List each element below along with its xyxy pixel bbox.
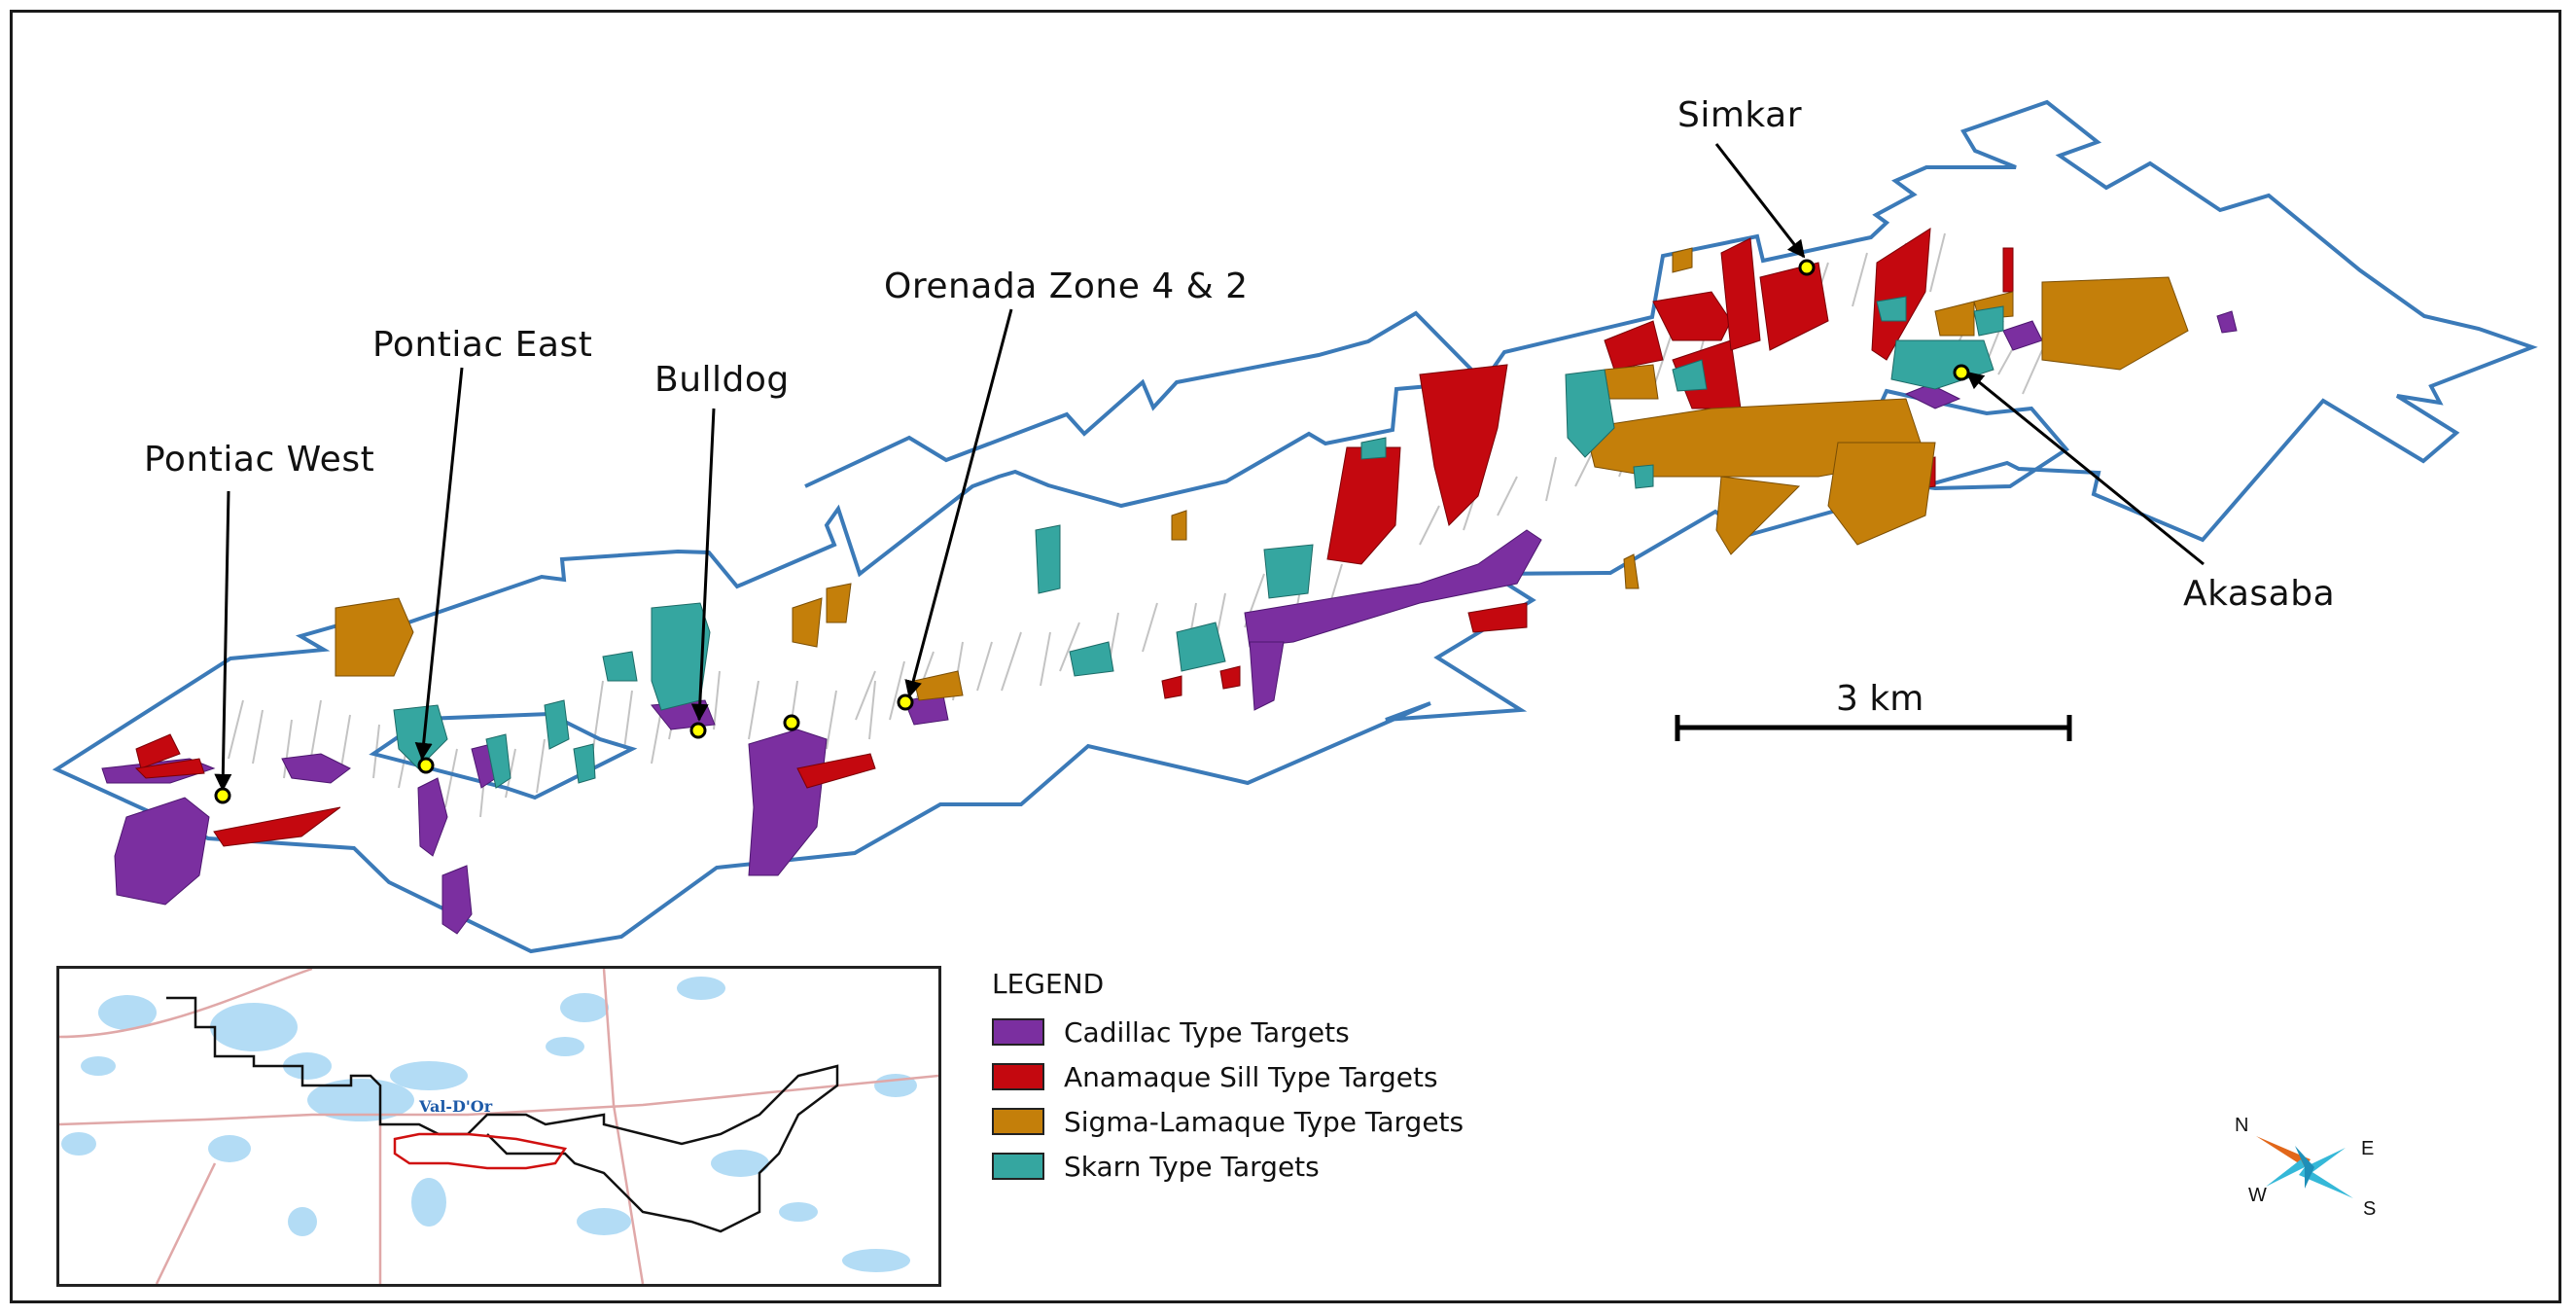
marker-akasaba xyxy=(1953,364,1970,381)
compass-icon: N E W S xyxy=(2227,1109,2382,1226)
callout-leaders xyxy=(214,143,2205,792)
legend-item-sigma: Sigma-Lamaque Type Targets xyxy=(992,1099,1464,1144)
marker-orenada xyxy=(897,694,914,711)
legend-item-skarn: Skarn Type Targets xyxy=(992,1144,1464,1189)
property-outline-inner-1 xyxy=(369,711,638,800)
label-simkar: Simkar xyxy=(1677,95,1802,135)
leader-pontiac-east xyxy=(414,367,464,761)
leader-pontiac-west xyxy=(214,490,232,792)
legend-label-anamaque: Anamaque Sill Type Targets xyxy=(1064,1060,1438,1093)
property-outline xyxy=(52,99,2538,954)
inset-claims-black xyxy=(166,996,839,1233)
legend-label-cadillac: Cadillac Type Targets xyxy=(1064,1015,1350,1049)
skarn-targets xyxy=(393,296,2004,789)
marker-pontiac-west xyxy=(214,787,231,804)
scale-bar xyxy=(1675,715,2072,741)
label-pontiac-west: Pontiac West xyxy=(144,440,375,480)
marker-bulldog xyxy=(689,722,707,739)
leader-akasaba xyxy=(1965,371,2205,566)
legend: LEGEND Cadillac Type Targets Anamaque Si… xyxy=(992,968,1464,1189)
property-outline-north xyxy=(804,310,1486,488)
legend-item-anamaque: Anamaque Sill Type Targets xyxy=(992,1054,1464,1099)
compass-e: E xyxy=(2361,1138,2375,1159)
inset-lakes xyxy=(61,977,917,1272)
leader-simkar xyxy=(1714,143,1806,259)
marker-extra xyxy=(783,714,800,731)
inset-map-graphic xyxy=(59,969,938,1284)
inset-map: Val-D'Or xyxy=(56,966,941,1287)
cadillac-targets xyxy=(101,310,2238,935)
label-bulldog: Bulldog xyxy=(654,360,790,400)
compass-w: W xyxy=(2248,1185,2267,1206)
compass-rose xyxy=(2256,1136,2353,1198)
sigma-targets xyxy=(335,247,2189,701)
map-frame xyxy=(10,10,2561,1303)
legend-label-sigma: Sigma-Lamaque Type Targets xyxy=(1064,1105,1464,1138)
scale-label: 3 km xyxy=(1836,679,1924,719)
inset-claims-red xyxy=(393,1132,568,1170)
compass-n: N xyxy=(2235,1115,2249,1136)
legend-title: LEGEND xyxy=(992,968,1105,1000)
leader-bulldog xyxy=(690,408,716,722)
label-pontiac-east: Pontiac East xyxy=(372,325,593,365)
marker-pontiac-east xyxy=(417,757,435,774)
label-akasaba: Akasaba xyxy=(2183,574,2336,614)
legend-swatch-skarn xyxy=(992,1153,1044,1180)
legend-label-skarn: Skarn Type Targets xyxy=(1064,1150,1320,1183)
leader-orenada xyxy=(904,308,1013,698)
legend-swatch-sigma xyxy=(992,1108,1044,1135)
legend-swatch-cadillac xyxy=(992,1018,1044,1046)
location-markers xyxy=(214,259,1970,804)
inset-city-label: Val-D'Or xyxy=(419,1097,493,1116)
label-orenada: Orenada Zone 4 & 2 xyxy=(884,267,1249,306)
marker-simkar xyxy=(1798,259,1816,276)
compass-s: S xyxy=(2363,1198,2377,1220)
legend-item-cadillac: Cadillac Type Targets xyxy=(992,1010,1464,1054)
legend-swatch-anamaque xyxy=(992,1063,1044,1090)
inset-roads xyxy=(59,969,938,1284)
